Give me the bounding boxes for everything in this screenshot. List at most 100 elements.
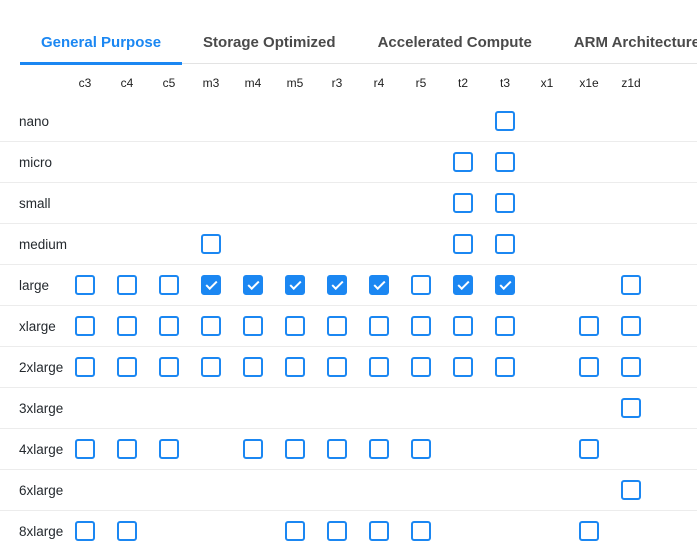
column-header-c3: c3 bbox=[78, 75, 92, 90]
checkbox-xlarge-r3[interactable] bbox=[327, 316, 347, 336]
cell-large-c5 bbox=[148, 275, 190, 295]
checkbox-4xlarge-c3[interactable] bbox=[75, 439, 95, 459]
checkbox-2xlarge-m5[interactable] bbox=[285, 357, 305, 377]
tab-storage-optimized[interactable]: Storage Optimized bbox=[203, 34, 336, 51]
checkbox-2xlarge-t3[interactable] bbox=[495, 357, 515, 377]
cell-4xlarge-r4 bbox=[358, 439, 400, 459]
checkbox-8xlarge-m5[interactable] bbox=[285, 521, 305, 541]
checkbox-4xlarge-c4[interactable] bbox=[117, 439, 137, 459]
checkbox-8xlarge-c4[interactable] bbox=[117, 521, 137, 541]
checkbox-large-t3[interactable] bbox=[495, 275, 515, 295]
checkbox-2xlarge-r5[interactable] bbox=[411, 357, 431, 377]
checkbox-2xlarge-m3[interactable] bbox=[201, 357, 221, 377]
cell-large-m3 bbox=[190, 275, 232, 295]
checkbox-2xlarge-c5[interactable] bbox=[159, 357, 179, 377]
checkbox-8xlarge-r3[interactable] bbox=[327, 521, 347, 541]
checkbox-large-c4[interactable] bbox=[117, 275, 137, 295]
checkbox-medium-m3[interactable] bbox=[201, 234, 221, 254]
checkbox-xlarge-m3[interactable] bbox=[201, 316, 221, 336]
cell-2xlarge-m4 bbox=[232, 357, 274, 377]
checkbox-xlarge-c4[interactable] bbox=[117, 316, 137, 336]
checkbox-2xlarge-r3[interactable] bbox=[327, 357, 347, 377]
cell-4xlarge-c5 bbox=[148, 439, 190, 459]
checkbox-4xlarge-r4[interactable] bbox=[369, 439, 389, 459]
checkbox-large-r5[interactable] bbox=[411, 275, 431, 295]
checkbox-large-m4[interactable] bbox=[243, 275, 263, 295]
cell-4xlarge-m4 bbox=[232, 439, 274, 459]
cell-xlarge-x1e bbox=[568, 316, 610, 336]
cell-8xlarge-r4 bbox=[358, 521, 400, 541]
checkbox-4xlarge-m4[interactable] bbox=[243, 439, 263, 459]
checkbox-xlarge-z1d[interactable] bbox=[621, 316, 641, 336]
column-header-x1: x1 bbox=[540, 75, 554, 90]
cell-4xlarge-r5 bbox=[400, 439, 442, 459]
checkbox-8xlarge-r4[interactable] bbox=[369, 521, 389, 541]
checkbox-xlarge-c3[interactable] bbox=[75, 316, 95, 336]
checkbox-large-c3[interactable] bbox=[75, 275, 95, 295]
checkbox-micro-t2[interactable] bbox=[453, 152, 473, 172]
checkbox-2xlarge-r4[interactable] bbox=[369, 357, 389, 377]
column-header-row: c3 c4 c5 m3 m4 m5 r3 r4 r5 t2 t3 x1 x1e z1d bbox=[0, 64, 697, 101]
checkbox-4xlarge-r3[interactable] bbox=[327, 439, 347, 459]
checkbox-2xlarge-x1e[interactable] bbox=[579, 357, 599, 377]
checkbox-2xlarge-c4[interactable] bbox=[117, 357, 137, 377]
checkbox-micro-t3[interactable] bbox=[495, 152, 515, 172]
checkbox-medium-t3[interactable] bbox=[495, 234, 515, 254]
cell-2xlarge-t2 bbox=[442, 357, 484, 377]
checkbox-4xlarge-r5[interactable] bbox=[411, 439, 431, 459]
checkbox-small-t2[interactable] bbox=[453, 193, 473, 213]
checkbox-small-t3[interactable] bbox=[495, 193, 515, 213]
cell-nano-t3 bbox=[484, 111, 526, 131]
checkbox-large-z1d[interactable] bbox=[621, 275, 641, 295]
checkbox-xlarge-t3[interactable] bbox=[495, 316, 515, 336]
checkbox-2xlarge-c3[interactable] bbox=[75, 357, 95, 377]
cell-large-r4 bbox=[358, 275, 400, 295]
tab-general-purpose[interactable]: General Purpose bbox=[20, 22, 183, 65]
checkbox-4xlarge-m5[interactable] bbox=[285, 439, 305, 459]
checkbox-2xlarge-m4[interactable] bbox=[243, 357, 263, 377]
cell-8xlarge-c4 bbox=[106, 521, 148, 541]
checkbox-xlarge-r4[interactable] bbox=[369, 316, 389, 336]
checkbox-large-t2[interactable] bbox=[453, 275, 473, 295]
column-header-c4: c4 bbox=[120, 75, 134, 90]
table-row-xlarge: xlarge bbox=[0, 306, 697, 347]
checkbox-xlarge-m5[interactable] bbox=[285, 316, 305, 336]
table-row-3xlarge: 3xlarge bbox=[0, 388, 697, 429]
checkbox-large-m3[interactable] bbox=[201, 275, 221, 295]
checkbox-xlarge-r5[interactable] bbox=[411, 316, 431, 336]
checkbox-large-r4[interactable] bbox=[369, 275, 389, 295]
checkbox-6xlarge-z1d[interactable] bbox=[621, 480, 641, 500]
checkbox-xlarge-t2[interactable] bbox=[453, 316, 473, 336]
checkbox-8xlarge-x1e[interactable] bbox=[579, 521, 599, 541]
checkbox-nano-t3[interactable] bbox=[495, 111, 515, 131]
cell-large-m5 bbox=[274, 275, 316, 295]
instance-size-matrix: c3 c4 c5 m3 m4 m5 r3 r4 r5 t2 t3 x1 x1e z1d nano micro… bbox=[0, 64, 697, 546]
column-header-c5: c5 bbox=[162, 75, 176, 90]
cell-xlarge-c3 bbox=[64, 316, 106, 336]
checkbox-large-c5[interactable] bbox=[159, 275, 179, 295]
cell-medium-t2 bbox=[442, 234, 484, 254]
checkbox-3xlarge-z1d[interactable] bbox=[621, 398, 641, 418]
checkbox-4xlarge-c5[interactable] bbox=[159, 439, 179, 459]
checkbox-8xlarge-c3[interactable] bbox=[75, 521, 95, 541]
checkbox-xlarge-c5[interactable] bbox=[159, 316, 179, 336]
cell-8xlarge-x1e bbox=[568, 521, 610, 541]
checkbox-8xlarge-r5[interactable] bbox=[411, 521, 431, 541]
checkbox-large-r3[interactable] bbox=[327, 275, 347, 295]
checkbox-xlarge-x1e[interactable] bbox=[579, 316, 599, 336]
cell-xlarge-c4 bbox=[106, 316, 148, 336]
cell-xlarge-m4 bbox=[232, 316, 274, 336]
checkbox-4xlarge-x1e[interactable] bbox=[579, 439, 599, 459]
row-label: nano bbox=[19, 113, 50, 129]
column-header-t3: t3 bbox=[499, 75, 510, 90]
cell-4xlarge-m5 bbox=[274, 439, 316, 459]
cell-large-c3 bbox=[64, 275, 106, 295]
tab-accelerated-compute[interactable]: Accelerated Compute bbox=[377, 34, 532, 51]
checkbox-medium-t2[interactable] bbox=[453, 234, 473, 254]
tab-arm-architecture[interactable]: ARM Architecture bbox=[573, 34, 697, 51]
checkbox-large-m5[interactable] bbox=[285, 275, 305, 295]
checkbox-xlarge-m4[interactable] bbox=[243, 316, 263, 336]
checkbox-2xlarge-t2[interactable] bbox=[453, 357, 473, 377]
checkbox-2xlarge-z1d[interactable] bbox=[621, 357, 641, 377]
cell-2xlarge-r3 bbox=[316, 357, 358, 377]
